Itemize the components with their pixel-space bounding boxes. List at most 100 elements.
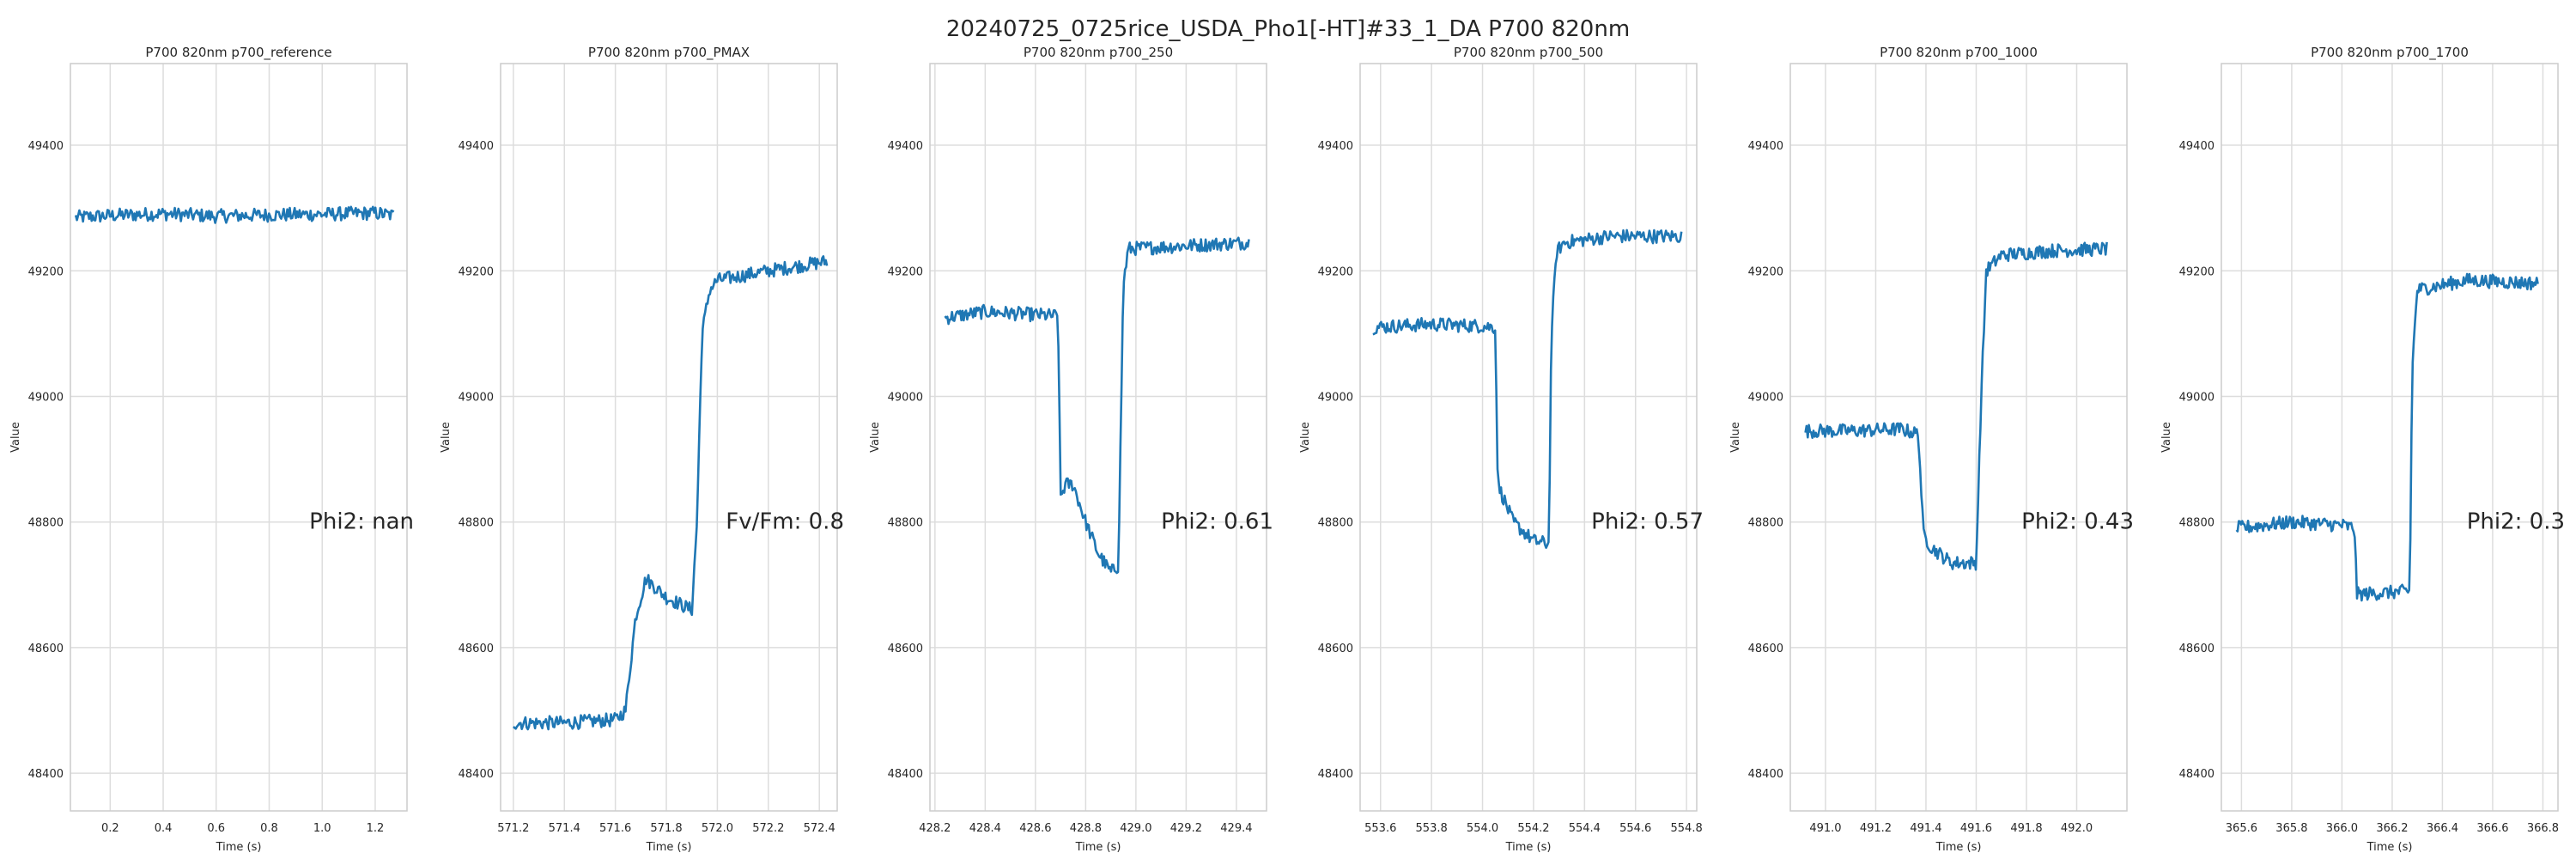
y-tick-label: 49200 [28, 265, 64, 278]
y-tick-label: 49000 [459, 391, 494, 404]
x-tick-label: 428.4 [969, 822, 1001, 835]
y-axis-label: Value [9, 422, 22, 453]
x-tick-label: 571.6 [599, 822, 631, 835]
y-tick-label: 48800 [2179, 517, 2215, 530]
y-tick-label: 48600 [1318, 643, 1353, 655]
x-tick-label: 554.4 [1569, 822, 1601, 835]
x-tick-label: 554.2 [1517, 822, 1549, 835]
chart-title: P700 820nm p700_PMAX [588, 45, 750, 61]
y-axis-label: Value [2160, 422, 2173, 453]
chart-panel-2: 571.2 571.4 571.6 571.8 572.0 572.2 572.4 48400… [440, 45, 844, 854]
x-tick-label: 429.2 [1170, 822, 1202, 835]
x-axis-label: Time (s) [646, 841, 692, 854]
y-tick-label: 48800 [28, 517, 64, 530]
x-axis-label: Time (s) [216, 841, 262, 854]
x-tick-label: 428.6 [1019, 822, 1051, 835]
x-tick-label: 0.8 [260, 822, 278, 835]
y-tick-label: 49400 [1318, 140, 1353, 153]
y-tick-label: 48600 [459, 643, 494, 655]
x-tick-label: 0.2 [101, 822, 119, 835]
phi2-annotation: Phi2: nan [309, 509, 414, 535]
y-tick-label: 48800 [1318, 517, 1353, 530]
series-line [2235, 272, 2539, 602]
y-tick-label: 49400 [459, 140, 494, 153]
y-tick-label: 48400 [28, 768, 64, 781]
y-axis-label: Value [1729, 422, 1742, 453]
y-axis-label: Value [869, 422, 882, 453]
x-tick-label: 365.6 [2226, 822, 2257, 835]
x-axis-label: Time (s) [2366, 841, 2413, 854]
x-tick-label: 492.0 [2061, 822, 2093, 835]
y-tick-label: 48400 [888, 768, 923, 781]
y-tick-label: 49000 [1748, 391, 1783, 404]
y-tick-label: 49400 [2179, 140, 2215, 153]
y-tick-label: 48400 [1318, 768, 1353, 781]
x-tick-label: 554.6 [1619, 822, 1651, 835]
x-tick-label: 553.6 [1364, 822, 1396, 835]
series-line [513, 255, 829, 731]
y-tick-label: 48800 [888, 517, 923, 530]
y-tick-label: 49400 [888, 140, 923, 153]
y-tick-label: 48400 [2179, 768, 2215, 781]
y-tick-label: 49400 [28, 140, 64, 153]
x-tick-label: 554.8 [1671, 822, 1703, 835]
y-tick-label: 49000 [28, 391, 64, 404]
series-line [1372, 228, 1683, 550]
y-tick-label: 48800 [1748, 517, 1783, 530]
x-tick-label: 429.4 [1220, 822, 1252, 835]
plot-frame [929, 63, 1267, 812]
x-tick-label: 571.2 [497, 822, 529, 835]
x-tick-label: 554.0 [1467, 822, 1498, 835]
y-tick-label: 49200 [459, 265, 494, 278]
y-tick-label: 48400 [459, 768, 494, 781]
chart-panel-5: 491.0 491.2 491.4 491.6 491.8 492.0 48400 48600… [1729, 45, 2134, 854]
plot-frame [500, 63, 838, 812]
plot-frame [70, 63, 408, 812]
x-tick-label: 365.8 [2275, 822, 2307, 835]
x-tick-label: 572.2 [752, 822, 784, 835]
series-line [944, 236, 1250, 575]
x-axis-label: Time (s) [1935, 841, 1982, 854]
x-tick-label: 366.4 [2427, 822, 2458, 835]
x-tick-label: 1.2 [367, 822, 385, 835]
plot-frame [2221, 63, 2559, 812]
chart-title: P700 820nm p700_1000 [1880, 45, 2038, 61]
y-tick-label: 48800 [459, 517, 494, 530]
y-tick-label: 49200 [1318, 265, 1353, 278]
y-tick-label: 49000 [1318, 391, 1353, 404]
x-tick-label: 429.0 [1120, 822, 1151, 835]
chart-title: P700 820nm p700_250 [1024, 45, 1173, 61]
chart-panel-3: 428.2 428.4 428.6 428.8 429.0 429.2 429.4 48400… [869, 45, 1273, 854]
chart-panel-4: 553.6 553.8 554.0 554.2 554.4 554.6 554.8 48400… [1299, 45, 1704, 854]
x-tick-label: 0.4 [155, 822, 173, 835]
x-tick-label: 553.8 [1416, 822, 1448, 835]
y-tick-label: 48600 [888, 643, 923, 655]
figure-title: 20240725_0725rice_USDA_Pho1[-HT]#33_1_DA… [946, 16, 1630, 42]
y-tick-label: 48600 [1748, 643, 1783, 655]
x-tick-label: 491.6 [1960, 822, 1992, 835]
x-tick-label: 366.2 [2376, 822, 2408, 835]
y-tick-label: 49400 [1748, 140, 1783, 153]
y-tick-label: 49200 [1748, 265, 1783, 278]
x-tick-label: 366.8 [2527, 822, 2559, 835]
chart-panel-6: 365.6 365.8 366.0 366.2 366.4 366.6 366.8 48400… [2160, 45, 2565, 854]
y-axis-label: Value [1299, 422, 1312, 453]
x-tick-label: 572.0 [702, 822, 733, 835]
x-tick-label: 428.8 [1070, 822, 1102, 835]
y-tick-label: 49200 [888, 265, 923, 278]
chart-panel-1: 0.2 0.4 0.6 0.8 1.0 1.2 48400 48600 48800 49000 49… [9, 45, 414, 854]
x-tick-label: 491.2 [1860, 822, 1892, 835]
series-line [74, 205, 395, 224]
x-tick-label: 491.8 [2010, 822, 2042, 835]
x-tick-label: 571.4 [549, 822, 580, 835]
x-tick-label: 366.0 [2326, 822, 2358, 835]
y-tick-label: 48400 [1748, 768, 1783, 781]
chart-title: P700 820nm p700_reference [145, 45, 331, 61]
x-tick-label: 572.4 [804, 822, 835, 835]
plot-frame [1359, 63, 1698, 812]
phi2-annotation: Phi2: 0.3 [2467, 509, 2565, 535]
x-tick-label: 491.4 [1910, 822, 1941, 835]
y-tick-label: 48600 [2179, 643, 2215, 655]
x-tick-label: 428.2 [919, 822, 951, 835]
